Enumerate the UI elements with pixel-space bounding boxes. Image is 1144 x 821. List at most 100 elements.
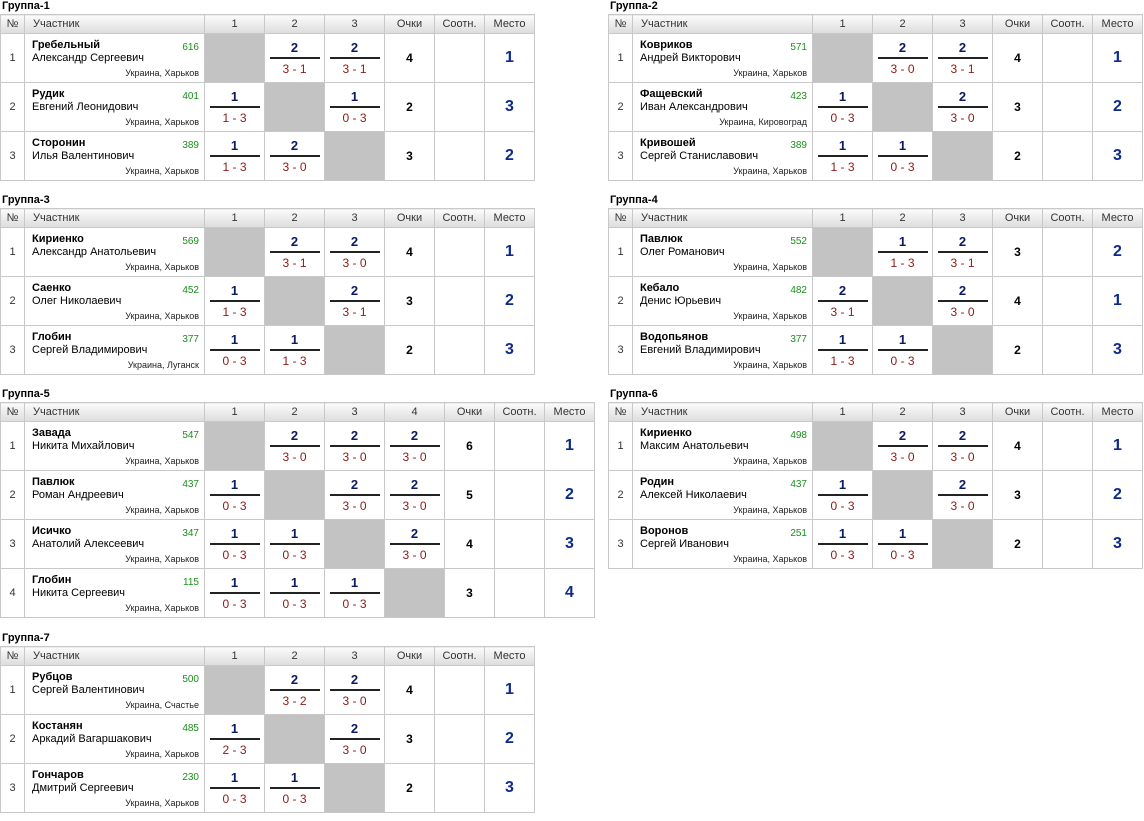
match-score[interactable]: 1 0 - 3 — [209, 477, 260, 514]
player-cell[interactable]: Гребельный Александр Сергеевич 616 Украина,… — [24, 33, 205, 83]
player-cell[interactable]: Сторонин Илья Валентинович 389 Украина, Хар… — [24, 131, 205, 181]
match-score[interactable]: 2 3 - 0 — [389, 428, 440, 465]
match-score[interactable]: 1 0 - 3 — [329, 89, 380, 126]
match-result-cell[interactable]: 1 1 - 3 — [204, 82, 265, 132]
match-score[interactable]: 1 0 - 3 — [817, 526, 868, 563]
match-score[interactable]: 1 2 - 3 — [209, 721, 260, 758]
match-result-cell[interactable]: 2 3 - 0 — [384, 519, 445, 569]
player-surname[interactable]: Кривошей — [640, 137, 696, 149]
match-score[interactable]: 2 3 - 0 — [329, 672, 380, 709]
player-cell[interactable]: Глобин Никита Сергеевич 115 Украина, Харько… — [24, 568, 205, 618]
player-cell[interactable]: Павлюк Роман Андреевич 437 Украина, Харьков — [24, 470, 205, 520]
match-score[interactable]: 2 3 - 0 — [937, 477, 988, 514]
match-result-cell[interactable]: 2 3 - 1 — [932, 33, 993, 83]
match-result-cell[interactable]: 2 3 - 0 — [324, 665, 385, 715]
match-result-cell[interactable]: 2 3 - 0 — [932, 276, 993, 326]
match-result-cell[interactable]: 2 3 - 0 — [384, 470, 445, 520]
player-surname[interactable]: Исичко — [32, 525, 72, 537]
player-surname[interactable]: Ковриков — [640, 39, 693, 51]
player-cell[interactable]: Гончаров Дмитрий Сергеевич 230 Украина, Хар… — [24, 763, 205, 813]
match-score[interactable]: 1 0 - 3 — [269, 575, 320, 612]
player-cell[interactable]: Рудик Евгений Леонидович 401 Украина, Харьк… — [24, 82, 205, 132]
match-score[interactable]: 1 0 - 3 — [269, 526, 320, 563]
match-score[interactable]: 1 0 - 3 — [209, 332, 260, 369]
match-result-cell[interactable]: 2 3 - 1 — [324, 276, 385, 326]
match-score[interactable]: 2 3 - 0 — [937, 428, 988, 465]
match-score[interactable]: 1 0 - 3 — [817, 89, 868, 126]
player-cell[interactable]: Фащевский Иван Александрович 423 Украина, К… — [632, 82, 813, 132]
match-result-cell[interactable]: 2 3 - 0 — [872, 33, 933, 83]
match-result-cell[interactable]: 1 0 - 3 — [324, 568, 385, 618]
match-score[interactable]: 2 3 - 1 — [937, 40, 988, 77]
match-score[interactable]: 2 3 - 0 — [877, 40, 928, 77]
match-score[interactable]: 1 0 - 3 — [209, 575, 260, 612]
match-result-cell[interactable]: 1 0 - 3 — [204, 568, 265, 618]
match-score[interactable]: 2 3 - 0 — [389, 526, 440, 563]
player-cell[interactable]: Кебало Денис Юрьевич 482 Украина, Харьков — [632, 276, 813, 326]
player-cell[interactable]: Воронов Сергей Иванович 251 Украина, Харько… — [632, 519, 813, 569]
match-score[interactable]: 2 3 - 0 — [937, 283, 988, 320]
player-surname[interactable]: Глобин — [32, 331, 72, 343]
player-surname[interactable]: Кириенко — [32, 233, 84, 245]
match-result-cell[interactable]: 1 0 - 3 — [872, 131, 933, 181]
match-result-cell[interactable]: 1 0 - 3 — [204, 470, 265, 520]
match-result-cell[interactable]: 1 2 - 3 — [204, 714, 265, 764]
player-surname[interactable]: Сторонин — [32, 137, 86, 149]
match-score[interactable]: 1 0 - 3 — [329, 575, 380, 612]
match-result-cell[interactable]: 2 3 - 2 — [264, 665, 325, 715]
match-result-cell[interactable]: 2 3 - 1 — [812, 276, 873, 326]
player-surname[interactable]: Гребельный — [32, 39, 100, 51]
match-result-cell[interactable]: 2 3 - 0 — [324, 470, 385, 520]
player-cell[interactable]: Завада Никита Михайлович 547 Украина, Харьк… — [24, 421, 205, 471]
player-surname[interactable]: Гончаров — [32, 769, 84, 781]
match-result-cell[interactable]: 1 1 - 3 — [872, 227, 933, 277]
match-score[interactable]: 2 3 - 0 — [329, 477, 380, 514]
match-score[interactable]: 2 3 - 0 — [389, 477, 440, 514]
player-surname[interactable]: Фащевский — [640, 88, 703, 100]
match-score[interactable]: 1 1 - 3 — [209, 89, 260, 126]
match-score[interactable]: 2 3 - 1 — [817, 283, 868, 320]
match-score[interactable]: 2 3 - 0 — [269, 428, 320, 465]
match-result-cell[interactable]: 1 0 - 3 — [204, 519, 265, 569]
player-surname[interactable]: Кебало — [640, 282, 680, 294]
match-result-cell[interactable]: 1 0 - 3 — [264, 519, 325, 569]
match-score[interactable]: 1 0 - 3 — [877, 526, 928, 563]
match-result-cell[interactable]: 1 1 - 3 — [204, 276, 265, 326]
player-cell[interactable]: Рубцов Сергей Валентинович 500 Украина, Сча… — [24, 665, 205, 715]
match-result-cell[interactable]: 2 3 - 0 — [264, 421, 325, 471]
match-score[interactable]: 2 3 - 1 — [329, 283, 380, 320]
match-result-cell[interactable]: 1 0 - 3 — [324, 82, 385, 132]
player-cell[interactable]: Родин Алексей Николаевич 437 Украина, Харьк… — [632, 470, 813, 520]
match-result-cell[interactable]: 1 0 - 3 — [264, 568, 325, 618]
match-result-cell[interactable]: 2 3 - 0 — [324, 714, 385, 764]
match-result-cell[interactable]: 2 3 - 1 — [324, 33, 385, 83]
player-cell[interactable]: Павлюк Олег Романович 552 Украина, Харьков — [632, 227, 813, 277]
player-surname[interactable]: Павлюк — [640, 233, 683, 245]
player-cell[interactable]: Исичко Анатолий Алексеевич 347 Украина, Хар… — [24, 519, 205, 569]
match-result-cell[interactable]: 1 1 - 3 — [204, 131, 265, 181]
match-result-cell[interactable]: 1 0 - 3 — [872, 519, 933, 569]
match-score[interactable]: 1 1 - 3 — [209, 138, 260, 175]
player-surname[interactable]: Рубцов — [32, 671, 73, 683]
player-surname[interactable]: Кириенко — [640, 427, 692, 439]
match-score[interactable]: 2 3 - 2 — [269, 672, 320, 709]
match-result-cell[interactable]: 2 3 - 0 — [324, 227, 385, 277]
player-cell[interactable]: Водопьянов Евгений Владимирович 377 Украина… — [632, 325, 813, 375]
match-result-cell[interactable]: 1 0 - 3 — [872, 325, 933, 375]
match-score[interactable]: 1 1 - 3 — [209, 283, 260, 320]
match-result-cell[interactable]: 2 3 - 0 — [872, 421, 933, 471]
match-result-cell[interactable]: 1 0 - 3 — [812, 470, 873, 520]
player-cell[interactable]: Кривошей Сергей Станиславович 389 Украина, … — [632, 131, 813, 181]
match-score[interactable]: 2 3 - 0 — [329, 721, 380, 758]
player-cell[interactable]: Глобин Сергей Владимирович 377 Украина, Луг… — [24, 325, 205, 375]
match-score[interactable]: 1 0 - 3 — [877, 138, 928, 175]
match-score[interactable]: 1 0 - 3 — [209, 526, 260, 563]
player-cell[interactable]: Саенко Олег Николаевич 452 Украина, Харьков — [24, 276, 205, 326]
match-score[interactable]: 2 3 - 1 — [937, 234, 988, 271]
match-score[interactable]: 1 1 - 3 — [877, 234, 928, 271]
match-score[interactable]: 1 0 - 3 — [817, 477, 868, 514]
match-result-cell[interactable]: 2 3 - 0 — [932, 82, 993, 132]
match-result-cell[interactable]: 1 0 - 3 — [812, 82, 873, 132]
player-surname[interactable]: Глобин — [32, 574, 72, 586]
player-surname[interactable]: Завада — [32, 427, 71, 439]
